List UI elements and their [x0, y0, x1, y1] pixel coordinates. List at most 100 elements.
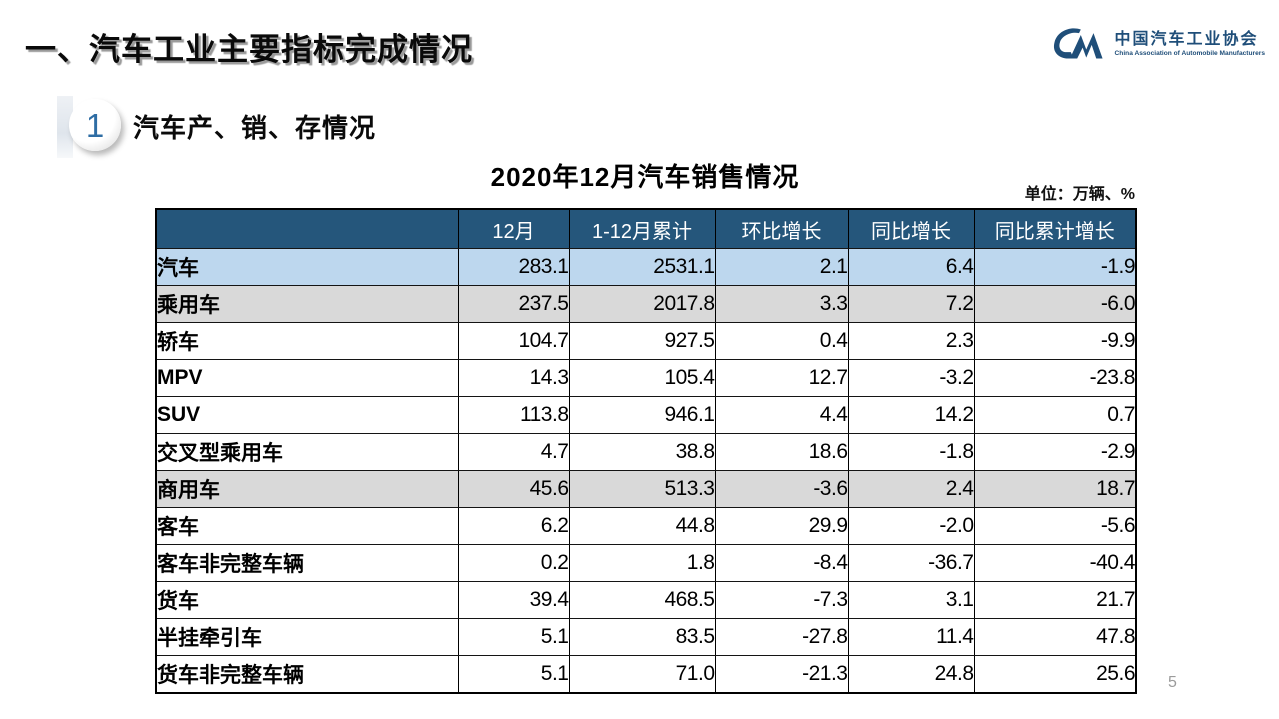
page-title: 一、汽车工业主要指标完成情况	[25, 32, 473, 67]
table-row: 乘用车 237.5 2017.8 3.3 7.2 -6.0	[155, 285, 1137, 323]
caam-logo-name-en: China Association of Automobile Manufact…	[1114, 50, 1265, 58]
row-value-cell: -5.6	[973, 507, 1137, 545]
caam-logo: 中国汽车工业协会 China Association of Automobile…	[1050, 24, 1265, 64]
row-category-cell: 商用车	[155, 470, 459, 508]
sales-table: 12月 1-12月累计 环比增长 同比增长 同比累计增长 汽车 283.1 2531.1 2.…	[155, 208, 1137, 694]
row-value-cell: 113.8	[457, 396, 570, 434]
row-category-cell: 轿车	[155, 322, 459, 360]
row-value-cell: 2.3	[847, 322, 975, 360]
row-category-cell: 货车非完整车辆	[155, 655, 459, 694]
row-value-cell: 6.4	[847, 248, 975, 286]
row-value-cell: 45.6	[457, 470, 570, 508]
row-value-cell: 5.1	[457, 618, 570, 656]
row-value-cell: 38.8	[568, 433, 716, 471]
row-value-cell: 25.6	[973, 655, 1137, 694]
table-header-cell: 环比增长	[714, 208, 849, 249]
table-row: 客车非完整车辆 0.2 1.8 -8.4 -36.7 -40.4	[155, 544, 1137, 582]
table-header-row: 12月 1-12月累计 环比增长 同比增长 同比累计增长	[155, 208, 1137, 249]
caam-logo-name-cn: 中国汽车工业协会	[1114, 30, 1259, 48]
row-value-cell: 11.4	[847, 618, 975, 656]
section-decoration-stripe	[57, 96, 73, 158]
row-value-cell: -3.2	[847, 359, 975, 397]
row-value-cell: -1.9	[973, 248, 1137, 286]
row-category-cell: MPV	[155, 359, 459, 397]
row-value-cell: -1.8	[847, 433, 975, 471]
row-value-cell: 468.5	[568, 581, 716, 619]
row-value-cell: -2.0	[847, 507, 975, 545]
row-value-cell: 21.7	[973, 581, 1137, 619]
row-value-cell: 4.7	[457, 433, 570, 471]
row-category-cell: 交叉型乘用车	[155, 433, 459, 471]
row-value-cell: 5.1	[457, 655, 570, 694]
row-value-cell: -6.0	[973, 285, 1137, 323]
row-category-cell: 汽车	[155, 248, 459, 286]
caam-logo-text: 中国汽车工业协会 China Association of Automobile…	[1115, 31, 1265, 58]
caam-logo-mark	[1053, 28, 1103, 59]
row-value-cell: 946.1	[568, 396, 716, 434]
row-value-cell: -3.6	[714, 470, 849, 508]
row-category-cell: 半挂牵引车	[155, 618, 459, 656]
row-value-cell: 7.2	[847, 285, 975, 323]
row-value-cell: -23.8	[973, 359, 1137, 397]
row-value-cell: 104.7	[457, 322, 570, 360]
row-value-cell: -2.9	[973, 433, 1137, 471]
row-value-cell: 18.7	[973, 470, 1137, 508]
table-header-cell: 12月	[457, 208, 570, 249]
row-value-cell: 2017.8	[568, 285, 716, 323]
row-value-cell: -21.3	[714, 655, 849, 694]
table-row: 半挂牵引车 5.1 83.5 -27.8 11.4 47.8	[155, 618, 1137, 656]
row-value-cell: 6.2	[457, 507, 570, 545]
row-value-cell: -9.9	[973, 322, 1137, 360]
table-row: 商用车 45.6 513.3 -3.6 2.4 18.7	[155, 470, 1137, 508]
row-value-cell: 71.0	[568, 655, 716, 694]
page-number: 5	[1168, 674, 1177, 691]
row-value-cell: -40.4	[973, 544, 1137, 582]
row-value-cell: 47.8	[973, 618, 1137, 656]
row-value-cell: 39.4	[457, 581, 570, 619]
row-category-cell: SUV	[155, 396, 459, 434]
table-header-cell	[155, 208, 459, 249]
row-value-cell: 2531.1	[568, 248, 716, 286]
unit-note: 单位：万辆、%	[1024, 186, 1135, 203]
section-number-badge: 1	[69, 99, 121, 151]
row-value-cell: 3.3	[714, 285, 849, 323]
row-value-cell: 12.7	[714, 359, 849, 397]
row-value-cell: 14.3	[457, 359, 570, 397]
row-value-cell: 18.6	[714, 433, 849, 471]
row-value-cell: 0.7	[973, 396, 1137, 434]
section-title: 汽车产、销、存情况	[133, 113, 377, 143]
table-header-cell: 同比增长	[847, 208, 975, 249]
row-value-cell: 83.5	[568, 618, 716, 656]
row-category-cell: 客车	[155, 507, 459, 545]
table-header-cell: 同比累计增长	[973, 208, 1137, 249]
table-row: SUV 113.8 946.1 4.4 14.2 0.7	[155, 396, 1137, 434]
table-title: 2020年12月汽车销售情况	[490, 162, 800, 192]
row-value-cell: 0.4	[714, 322, 849, 360]
table-row: 货车非完整车辆 5.1 71.0 -21.3 24.8 25.6	[155, 655, 1137, 694]
table-row: 货车 39.4 468.5 -7.3 3.1 21.7	[155, 581, 1137, 619]
table-row: 轿车 104.7 927.5 0.4 2.3 -9.9	[155, 322, 1137, 360]
table-row: 汽车 283.1 2531.1 2.1 6.4 -1.9	[155, 248, 1137, 286]
row-value-cell: 4.4	[714, 396, 849, 434]
row-value-cell: -36.7	[847, 544, 975, 582]
row-value-cell: 927.5	[568, 322, 716, 360]
row-value-cell: 44.8	[568, 507, 716, 545]
row-value-cell: 2.4	[847, 470, 975, 508]
row-value-cell: 0.2	[457, 544, 570, 582]
row-value-cell: 237.5	[457, 285, 570, 323]
table-header-cell: 1-12月累计	[568, 208, 716, 249]
row-value-cell: 105.4	[568, 359, 716, 397]
table-row: 交叉型乘用车 4.7 38.8 18.6 -1.8 -2.9	[155, 433, 1137, 471]
row-value-cell: 3.1	[847, 581, 975, 619]
section-number: 1	[85, 106, 105, 144]
table-row: 客车 6.2 44.8 29.9 -2.0 -5.6	[155, 507, 1137, 545]
row-value-cell: 2.1	[714, 248, 849, 286]
row-value-cell: -7.3	[714, 581, 849, 619]
row-value-cell: 283.1	[457, 248, 570, 286]
row-value-cell: 513.3	[568, 470, 716, 508]
row-value-cell: 29.9	[714, 507, 849, 545]
row-value-cell: 14.2	[847, 396, 975, 434]
row-value-cell: -27.8	[714, 618, 849, 656]
row-value-cell: -8.4	[714, 544, 849, 582]
